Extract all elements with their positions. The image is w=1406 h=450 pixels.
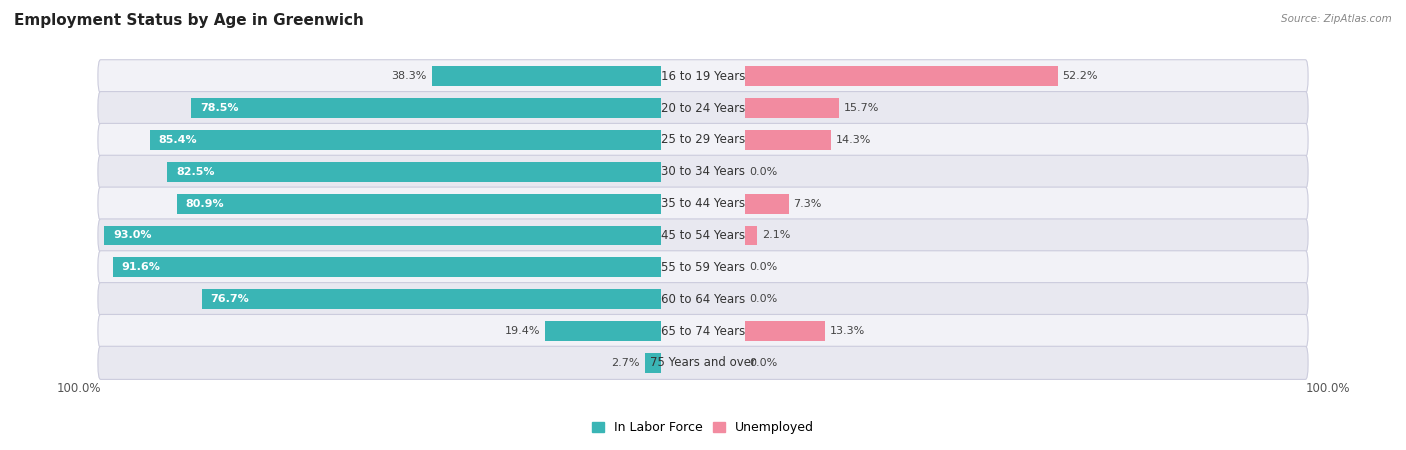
- Bar: [745, 67, 1057, 86]
- Bar: [191, 98, 661, 118]
- Text: 16 to 19 Years: 16 to 19 Years: [661, 70, 745, 83]
- FancyBboxPatch shape: [98, 155, 1308, 189]
- Bar: [112, 257, 661, 277]
- Text: 15.7%: 15.7%: [844, 103, 879, 113]
- Bar: [745, 321, 824, 341]
- Text: 7.3%: 7.3%: [793, 198, 821, 209]
- Text: 19.4%: 19.4%: [505, 326, 540, 336]
- Text: 0.0%: 0.0%: [749, 294, 778, 304]
- Bar: [432, 67, 661, 86]
- Bar: [745, 225, 758, 245]
- Text: 93.0%: 93.0%: [112, 230, 152, 240]
- Bar: [745, 98, 839, 118]
- Text: 25 to 29 Years: 25 to 29 Years: [661, 134, 745, 146]
- Text: 80.9%: 80.9%: [186, 198, 224, 209]
- Bar: [177, 194, 661, 213]
- FancyBboxPatch shape: [98, 251, 1308, 284]
- Text: 78.5%: 78.5%: [200, 103, 239, 113]
- FancyBboxPatch shape: [98, 219, 1308, 252]
- FancyBboxPatch shape: [98, 283, 1308, 316]
- Text: 13.3%: 13.3%: [830, 326, 865, 336]
- Bar: [546, 321, 661, 341]
- FancyBboxPatch shape: [98, 60, 1308, 93]
- Text: 2.1%: 2.1%: [762, 230, 790, 240]
- Text: 14.3%: 14.3%: [835, 135, 870, 145]
- Bar: [745, 194, 789, 213]
- Text: 75 Years and over: 75 Years and over: [650, 356, 756, 369]
- Bar: [645, 353, 661, 373]
- Bar: [167, 162, 661, 182]
- Text: 2.7%: 2.7%: [612, 358, 640, 368]
- Text: 45 to 54 Years: 45 to 54 Years: [661, 229, 745, 242]
- Text: 20 to 24 Years: 20 to 24 Years: [661, 102, 745, 115]
- FancyBboxPatch shape: [98, 91, 1308, 125]
- Text: 100.0%: 100.0%: [56, 382, 101, 395]
- Bar: [202, 289, 661, 309]
- Text: 35 to 44 Years: 35 to 44 Years: [661, 197, 745, 210]
- Bar: [104, 225, 661, 245]
- Text: 0.0%: 0.0%: [749, 167, 778, 177]
- Text: 65 to 74 Years: 65 to 74 Years: [661, 324, 745, 338]
- Legend: In Labor Force, Unemployed: In Labor Force, Unemployed: [586, 416, 820, 439]
- Text: 91.6%: 91.6%: [121, 262, 160, 272]
- Text: 85.4%: 85.4%: [159, 135, 197, 145]
- Text: 52.2%: 52.2%: [1063, 71, 1098, 81]
- Text: Employment Status by Age in Greenwich: Employment Status by Age in Greenwich: [14, 14, 364, 28]
- Text: 76.7%: 76.7%: [211, 294, 249, 304]
- FancyBboxPatch shape: [98, 315, 1308, 347]
- Text: 60 to 64 Years: 60 to 64 Years: [661, 292, 745, 306]
- Text: 38.3%: 38.3%: [391, 71, 427, 81]
- Text: 82.5%: 82.5%: [176, 167, 215, 177]
- Text: 0.0%: 0.0%: [749, 358, 778, 368]
- FancyBboxPatch shape: [98, 123, 1308, 157]
- Bar: [149, 130, 661, 150]
- FancyBboxPatch shape: [98, 187, 1308, 220]
- FancyBboxPatch shape: [98, 346, 1308, 379]
- Text: 30 to 34 Years: 30 to 34 Years: [661, 165, 745, 178]
- Text: 55 to 59 Years: 55 to 59 Years: [661, 261, 745, 274]
- Text: 0.0%: 0.0%: [749, 262, 778, 272]
- Text: Source: ZipAtlas.com: Source: ZipAtlas.com: [1281, 14, 1392, 23]
- Text: 100.0%: 100.0%: [1305, 382, 1350, 395]
- Bar: [745, 130, 831, 150]
